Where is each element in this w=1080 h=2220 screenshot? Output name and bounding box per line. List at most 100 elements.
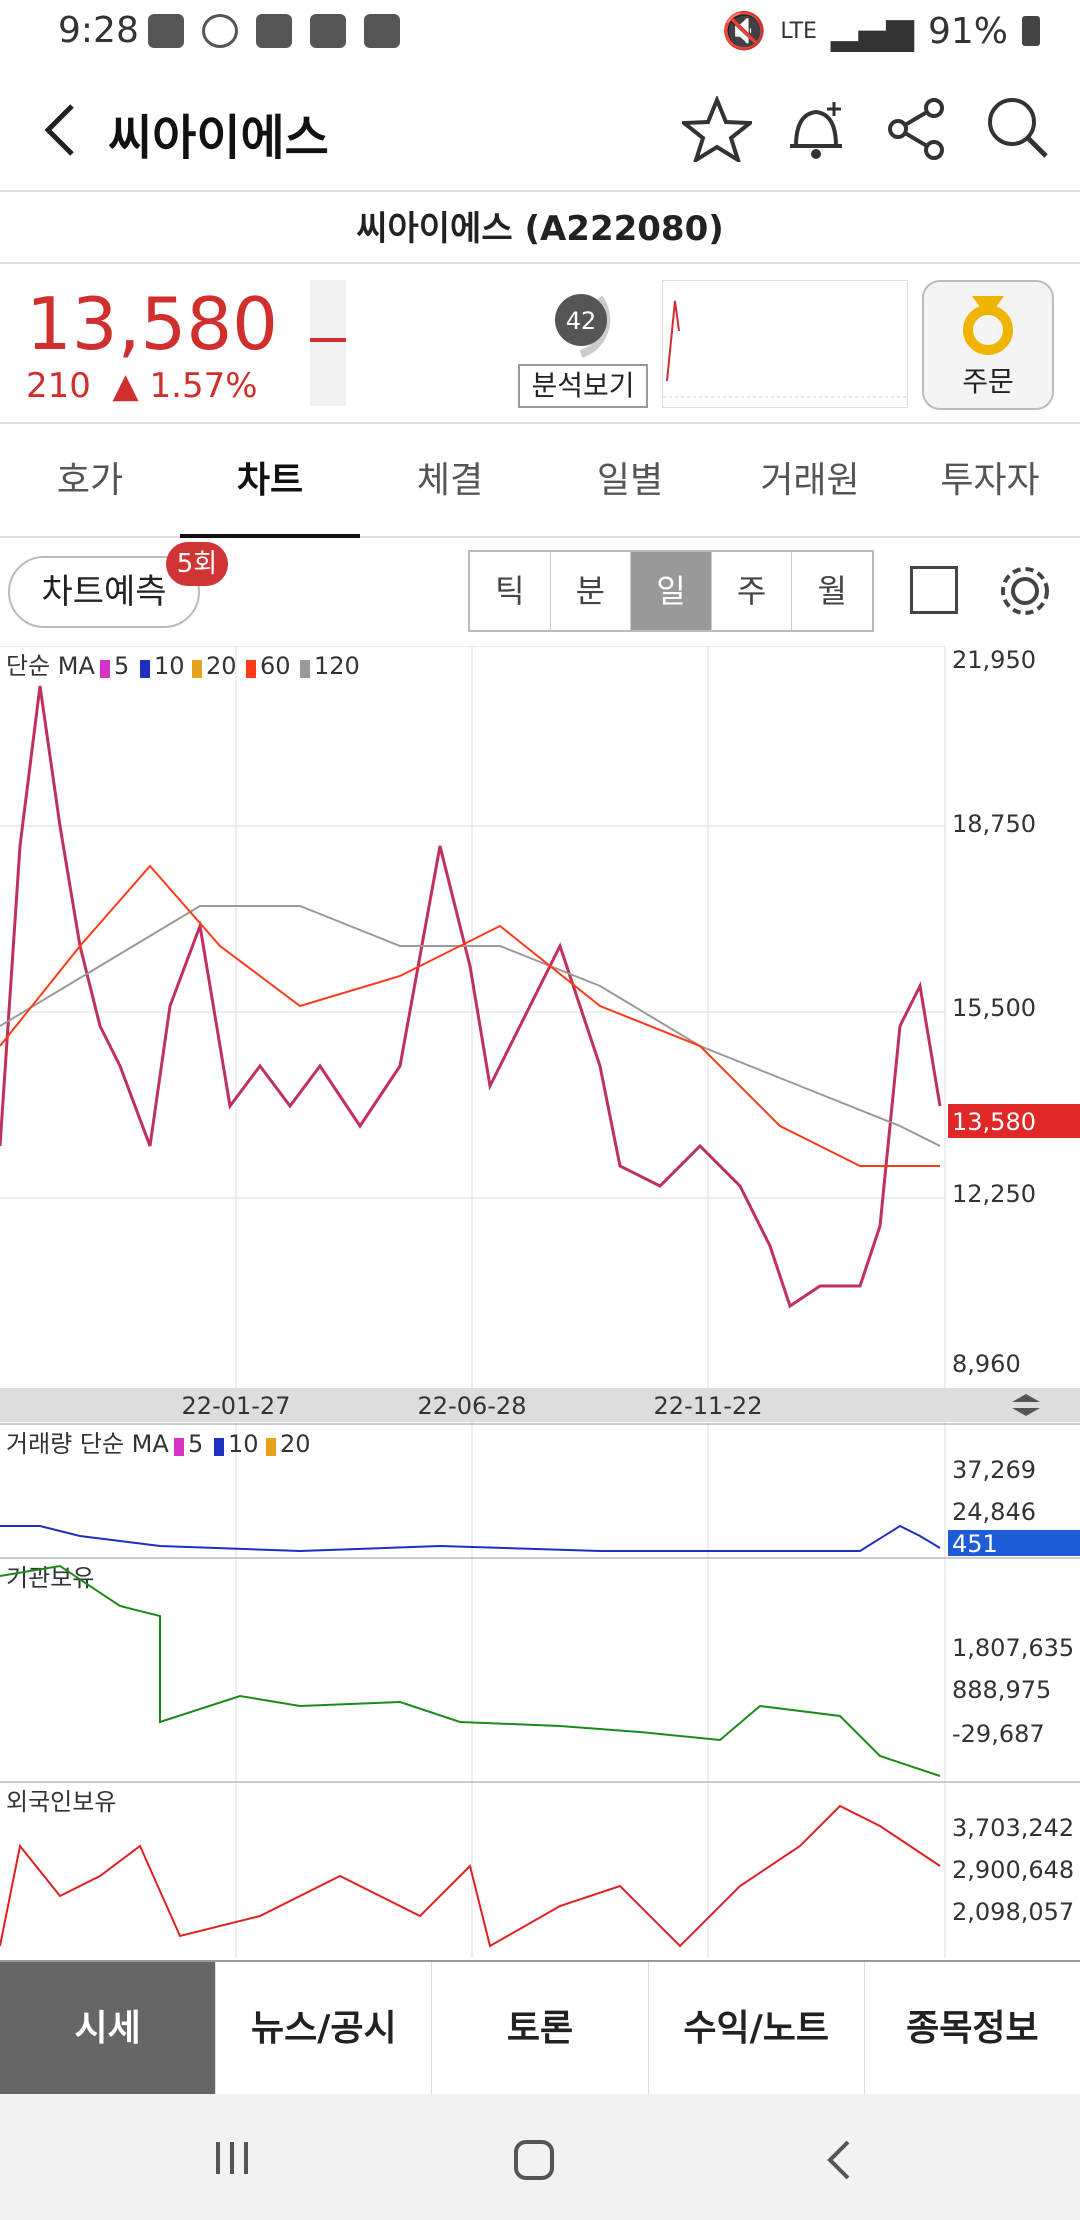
- chat-icon: [256, 14, 292, 48]
- signal-icon: ▂▄▆: [830, 10, 914, 52]
- nav-discussion[interactable]: 토론: [432, 1962, 649, 2094]
- stock-name: 씨아이에스 (A222080): [0, 194, 1080, 264]
- svg-text:15,500: 15,500: [952, 994, 1036, 1022]
- svg-text:5: 5: [114, 652, 129, 680]
- foreign-y-axis: 3,703,242 2,900,648 2,098,057: [952, 1814, 1074, 1926]
- volume-legend: 거래량 단순 MA 5 10 20: [6, 1430, 311, 1458]
- tab-daily[interactable]: 일별: [596, 460, 664, 501]
- svg-text:10: 10: [228, 1430, 259, 1458]
- svg-text:20: 20: [206, 652, 237, 680]
- svg-text:24,846: 24,846: [952, 1498, 1036, 1526]
- svg-text:3,703,242: 3,703,242: [952, 1814, 1074, 1842]
- tab-investors[interactable]: 투자자: [940, 460, 1040, 501]
- analysis-button[interactable]: 분석보기: [518, 364, 648, 408]
- chart-grid: [0, 646, 946, 1958]
- institution-line: [0, 1564, 941, 1777]
- volume-y-axis: 37,269 24,846: [952, 1456, 1036, 1526]
- svg-text:888,975: 888,975: [952, 1676, 1051, 1704]
- svg-text:거래량 단순 MA: 거래량 단순 MA: [6, 1430, 169, 1458]
- svg-text:2,098,057: 2,098,057: [952, 1898, 1074, 1926]
- nav-profit-note[interactable]: 수익/노트: [649, 1962, 865, 2094]
- svg-text:120: 120: [314, 652, 360, 680]
- battery-label: 91%: [927, 10, 1008, 52]
- institution-y-axis: 1,807,635 888,975 -29,687: [952, 1634, 1074, 1748]
- chart-predict-button[interactable]: 차트예측: [8, 556, 200, 628]
- battery-icon: [1022, 16, 1040, 46]
- svg-text:1,807,635: 1,807,635: [952, 1634, 1074, 1662]
- svg-text:12,250: 12,250: [952, 1180, 1036, 1208]
- svg-text:18,750: 18,750: [952, 810, 1036, 838]
- volume-tag-label: 451: [952, 1530, 998, 1558]
- svg-text:20: 20: [280, 1430, 311, 1458]
- image-icon: [364, 14, 400, 48]
- svg-text:단순 MA: 단순 MA: [6, 652, 95, 680]
- butterfly-icon: [202, 14, 238, 48]
- svg-text:37,269: 37,269: [952, 1456, 1036, 1484]
- fullscreen-toggle[interactable]: [910, 566, 958, 614]
- period-tick[interactable]: 틱: [470, 552, 551, 630]
- day-range-bar: [310, 280, 346, 406]
- resize-handle-icon[interactable]: [1012, 1394, 1040, 1416]
- svg-text:8,960: 8,960: [952, 1350, 1021, 1378]
- bell-plus-icon[interactable]: [786, 96, 848, 162]
- period-selector: 틱 분 일 주 월: [468, 550, 874, 632]
- recent-apps-icon[interactable]: [212, 2138, 252, 2178]
- period-week[interactable]: 주: [712, 552, 793, 630]
- gear-icon[interactable]: [996, 562, 1054, 620]
- svg-text:21,950: 21,950: [952, 646, 1036, 674]
- date-axis-bar[interactable]: [0, 1388, 1080, 1422]
- svg-text:5: 5: [188, 1430, 203, 1458]
- current-price-tag-label: 13,580: [952, 1108, 1036, 1136]
- volume-tag: [948, 1530, 1080, 1556]
- medal-icon: [963, 296, 1013, 355]
- svg-text:60: 60: [260, 652, 291, 680]
- nav-news[interactable]: 뉴스/공시: [216, 1962, 433, 2094]
- x-tick: 22-11-22: [654, 1392, 763, 1420]
- period-minute[interactable]: 분: [551, 552, 632, 630]
- up-arrow-icon: ▲: [112, 366, 139, 406]
- svg-text:10: 10: [154, 652, 185, 680]
- mute-icon: 🔇: [721, 11, 767, 52]
- pay-icon: [148, 14, 184, 48]
- predict-count-badge: 5회: [166, 542, 228, 586]
- stock-chart[interactable]: 22-01-27 22-06-28 22-11-22 단순 MA 5 10 20…: [0, 646, 1080, 1958]
- back-nav-icon[interactable]: [820, 2138, 860, 2182]
- share-icon[interactable]: [886, 96, 948, 162]
- search-icon[interactable]: [984, 94, 1050, 164]
- price-legend: 단순 MA 5 10 20 60 120: [6, 652, 360, 680]
- tab-chart[interactable]: 차트: [180, 424, 360, 538]
- back-icon[interactable]: [40, 100, 80, 160]
- x-tick: 22-01-27: [182, 1392, 291, 1420]
- order-label: 주문: [962, 365, 1014, 398]
- status-bar: 9:28 🔇 LTE ▂▄▆ 91%: [0, 0, 1080, 66]
- tab-trades[interactable]: 체결: [416, 460, 484, 501]
- svg-text:2,900,648: 2,900,648: [952, 1856, 1074, 1884]
- tab-brokers[interactable]: 거래원: [760, 460, 860, 501]
- x-tick: 22-06-28: [418, 1392, 527, 1420]
- tab-hoga[interactable]: 호가: [56, 460, 124, 501]
- home-icon[interactable]: [512, 2138, 556, 2182]
- period-day[interactable]: 일: [631, 552, 712, 630]
- notification-icons: [148, 14, 400, 48]
- bottom-nav: 시세 뉴스/공시 토론 수익/노트 종목정보: [0, 1960, 1080, 2094]
- page-title: 씨아이에스: [108, 110, 329, 166]
- score-value: 42: [566, 307, 597, 335]
- ma-120-line: [0, 905, 941, 1147]
- current-price: 13,580: [26, 282, 278, 366]
- period-month[interactable]: 월: [817, 572, 847, 610]
- foreign-legend: 외국인보유: [6, 1788, 116, 1816]
- order-button[interactable]: 주문: [922, 280, 1054, 410]
- nav-quote[interactable]: 시세: [0, 1962, 217, 2094]
- ma-60-line: [0, 864, 940, 1167]
- star-icon[interactable]: [682, 96, 752, 162]
- score-gauge[interactable]: 42: [519, 284, 619, 360]
- price-candles-line: [0, 685, 942, 1309]
- nav-stock-info[interactable]: 종목정보: [906, 2008, 1039, 2049]
- status-right: 🔇 LTE ▂▄▆ 91%: [722, 10, 1040, 52]
- svg-text:-29,687: -29,687: [952, 1720, 1045, 1748]
- signal-label: LTE: [780, 18, 817, 44]
- price-y-axis: 21,950 18,750 15,500 12,250 8,960: [952, 646, 1036, 1378]
- current-price-tag: [948, 1104, 1080, 1138]
- chat-icon: [310, 14, 346, 48]
- price-change: 210 ▲ 1.57%: [26, 366, 258, 406]
